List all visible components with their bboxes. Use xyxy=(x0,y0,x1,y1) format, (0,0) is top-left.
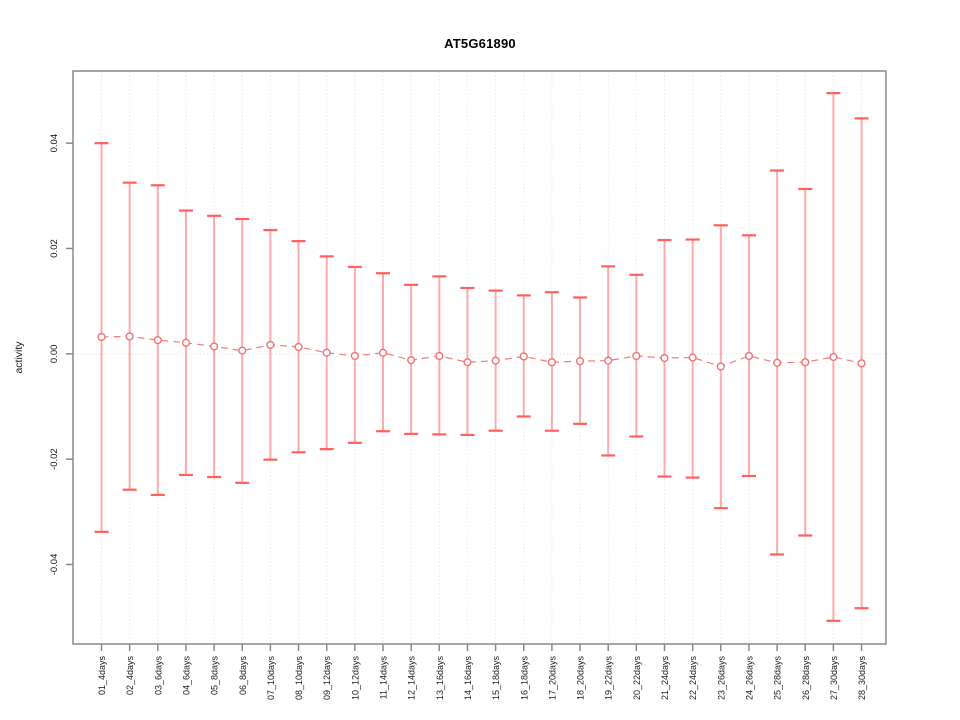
data-point xyxy=(772,358,782,367)
y-tick-label: 0.00 xyxy=(49,345,60,364)
data-point xyxy=(435,351,444,361)
data-point xyxy=(744,351,754,361)
data-point xyxy=(829,352,838,362)
data-point xyxy=(125,332,134,341)
data-point xyxy=(153,336,162,345)
x-tick-label: 09_12days xyxy=(322,656,332,701)
series-line xyxy=(101,335,862,368)
x-tick-label: 11_14days xyxy=(379,656,389,700)
data-point xyxy=(181,338,191,347)
x-tick-label: 21_24days xyxy=(660,656,670,701)
x-tick-label: 07_10days xyxy=(266,656,276,701)
x-tick-label: 02_4days xyxy=(125,656,135,696)
x-tick-label: 15_18days xyxy=(491,656,501,701)
x-tick-label: 23_26days xyxy=(716,656,726,701)
x-tick-label: 17_20days xyxy=(547,656,557,701)
x-tick-label: 10_12days xyxy=(350,656,360,701)
data-point xyxy=(210,342,219,351)
y-tick-label: -0.04 xyxy=(49,554,60,576)
data-point xyxy=(294,342,303,352)
data-point xyxy=(322,348,331,357)
x-tick-label: 28_30days xyxy=(857,656,867,701)
x-tick-label: 20_22days xyxy=(632,656,642,701)
x-tick-label: 06_8days xyxy=(238,656,248,696)
data-point xyxy=(266,340,275,349)
data-point xyxy=(547,358,557,367)
data-point xyxy=(801,358,810,367)
x-tick-label: 22_24days xyxy=(688,656,698,701)
plot-frame xyxy=(72,70,887,645)
data-point xyxy=(688,353,697,362)
x-tick-label: 14_16days xyxy=(463,656,473,701)
x-tick-label: 18_20days xyxy=(576,656,586,701)
x-tick-label: 25_28days xyxy=(773,656,783,701)
x-tick-label: 16_18days xyxy=(519,656,529,701)
x-tick-label: 08_10days xyxy=(294,656,304,701)
y-tick-label: 0.02 xyxy=(49,239,60,258)
x-tick-label: 05_8days xyxy=(210,656,220,696)
data-point xyxy=(350,351,359,361)
x-tick-label: 27_30days xyxy=(829,656,839,701)
y-axis-label: activity xyxy=(13,341,25,374)
x-tick-label: 12_14days xyxy=(407,656,417,701)
y-tick-label: -0.02 xyxy=(49,448,60,470)
data-point xyxy=(716,362,725,371)
x-tick-label: 01_4days xyxy=(97,656,107,696)
x-tick-label: 19_22days xyxy=(604,656,614,701)
x-tick-label: 04_6days xyxy=(181,656,191,696)
y-tick-label: 0.04 xyxy=(49,134,60,153)
data-point xyxy=(857,359,866,368)
data-point xyxy=(632,351,641,361)
data-point xyxy=(407,356,416,365)
data-point xyxy=(97,332,106,342)
x-tick-label: 03_6days xyxy=(153,656,163,696)
data-point xyxy=(519,352,528,361)
x-tick-label: 26_28days xyxy=(801,656,811,701)
data-point xyxy=(491,356,500,365)
data-point xyxy=(660,353,669,363)
data-point xyxy=(238,346,247,355)
data-point xyxy=(604,356,613,365)
x-tick-label: 24_26days xyxy=(744,656,754,701)
data-point xyxy=(463,358,472,367)
x-tick-label: 13_16days xyxy=(435,656,445,701)
chart-title: AT5G61890 xyxy=(444,36,516,51)
data-point xyxy=(378,348,388,357)
data-point xyxy=(575,357,585,366)
